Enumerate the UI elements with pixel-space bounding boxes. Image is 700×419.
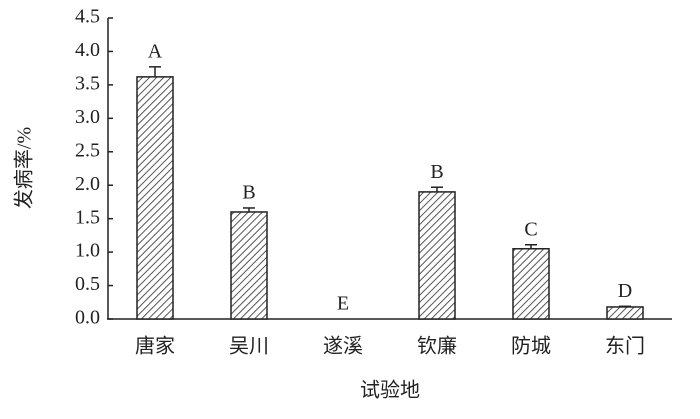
y-tick-label: 1.0 bbox=[75, 240, 100, 262]
x-tick-label: 防城 bbox=[511, 335, 551, 358]
bar bbox=[418, 191, 456, 320]
y-tick-label: 3.5 bbox=[75, 72, 100, 94]
y-tick-label: 0.5 bbox=[75, 273, 100, 295]
significance-label: C bbox=[524, 218, 537, 240]
x-tick-label: 钦廉 bbox=[417, 335, 457, 358]
error-bar bbox=[525, 244, 537, 249]
error-bar bbox=[149, 66, 161, 77]
y-axis-title: 发病率/% bbox=[13, 127, 36, 209]
x-axis-title: 试验地 bbox=[360, 379, 420, 402]
x-tick-label: 吴川 bbox=[229, 336, 269, 358]
x-tick-label: 唐家 bbox=[135, 335, 175, 358]
y-tick-label: 4.0 bbox=[75, 39, 100, 61]
x-tick-label: 东门 bbox=[605, 335, 645, 358]
bar bbox=[512, 248, 550, 320]
y-tick-label: 1.5 bbox=[75, 206, 100, 228]
error-bar bbox=[619, 305, 631, 308]
y-tick-label: 0.0 bbox=[75, 307, 100, 329]
y-tick-label: 3.0 bbox=[75, 106, 100, 128]
x-tick-label: 遂溪 bbox=[323, 335, 363, 358]
error-bar bbox=[243, 207, 255, 212]
y-tick-label: 4.5 bbox=[75, 6, 100, 28]
bar bbox=[136, 76, 174, 320]
significance-label: B bbox=[242, 182, 255, 204]
significance-label: D bbox=[618, 280, 632, 302]
bar bbox=[606, 306, 644, 320]
bar bbox=[230, 211, 268, 320]
significance-label: B bbox=[430, 161, 443, 183]
y-tick-label: 2.5 bbox=[75, 139, 100, 161]
error-bar bbox=[431, 186, 443, 192]
significance-label: A bbox=[148, 40, 163, 62]
significance-label: E bbox=[337, 293, 349, 315]
y-tick-label: 2.0 bbox=[75, 173, 100, 195]
